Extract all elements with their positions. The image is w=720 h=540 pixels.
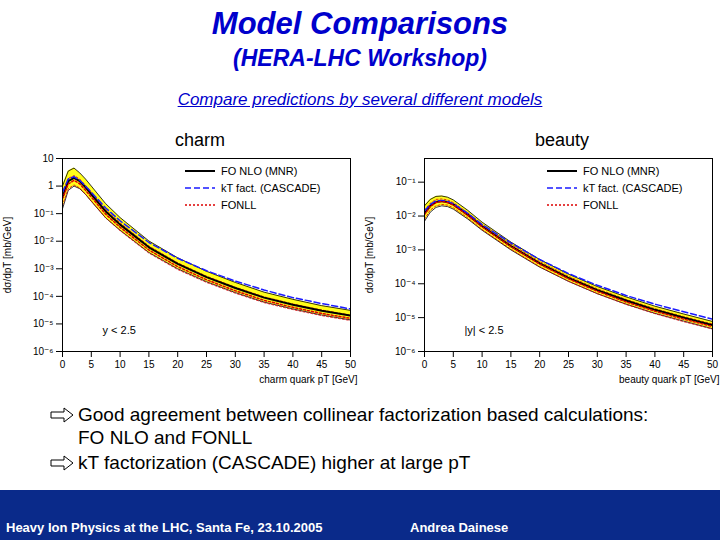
svg-text:25: 25 xyxy=(201,359,213,370)
svg-text:10⁻⁵: 10⁻⁵ xyxy=(395,312,416,323)
svg-text:15: 15 xyxy=(143,359,155,370)
svg-text:20: 20 xyxy=(534,359,546,370)
svg-text:10⁻⁶: 10⁻⁶ xyxy=(33,346,54,357)
svg-text:40: 40 xyxy=(649,359,661,370)
svg-text:50: 50 xyxy=(345,359,357,370)
svg-text:5: 5 xyxy=(451,359,457,370)
svg-text:10⁻⁴: 10⁻⁴ xyxy=(395,278,416,289)
html-text:FO NLO (MNR): FO NLO (MNR) xyxy=(221,164,298,177)
svg-text:45: 45 xyxy=(678,359,690,370)
svg-text:10⁻²: 10⁻² xyxy=(34,235,54,246)
svg-text:10⁻⁶: 10⁻⁶ xyxy=(395,346,416,357)
svg-text:charm quark pT [GeV]: charm quark pT [GeV] xyxy=(259,374,357,385)
svg-text:15: 15 xyxy=(505,359,517,370)
svg-text:10⁻²: 10⁻² xyxy=(396,210,416,221)
html-text:FONLL: FONLL xyxy=(583,198,619,211)
svg-text:45: 45 xyxy=(316,359,328,370)
svg-text:30: 30 xyxy=(592,359,604,370)
svg-text:0: 0 xyxy=(422,359,428,370)
svg-text:10: 10 xyxy=(115,359,127,370)
svg-text:10: 10 xyxy=(477,359,489,370)
html-text:Model Comparisons: Model Comparisons xyxy=(211,6,509,41)
html-text:kT fact. (CASCADE): kT fact. (CASCADE) xyxy=(221,181,321,194)
html-text:Andrea Dainese: Andrea Dainese xyxy=(410,520,509,535)
svg-text:10⁻⁵: 10⁻⁵ xyxy=(33,318,54,329)
svg-text:35: 35 xyxy=(259,359,271,370)
html-text:Heavy Ion Physics at the LHC,: Heavy Ion Physics at the LHC, Santa Fe, … xyxy=(6,520,323,535)
svg-text:50: 50 xyxy=(707,359,719,370)
html-text:kT factorization (CASCADE) hig: kT factorization (CASCADE) higher at lar… xyxy=(78,452,471,473)
svg-text:10⁻⁴: 10⁻⁴ xyxy=(33,291,54,302)
html-text:FONLL: FONLL xyxy=(221,198,257,211)
svg-text:|y| < 2.5: |y| < 2.5 xyxy=(465,324,504,336)
html-text:(HERA-LHC Workshop): (HERA-LHC Workshop) xyxy=(233,45,487,71)
svg-text:35: 35 xyxy=(621,359,633,370)
svg-text:10⁻³: 10⁻³ xyxy=(396,244,416,255)
svg-text:10: 10 xyxy=(42,153,54,164)
svg-text:beauty quark pT [GeV]: beauty quark pT [GeV] xyxy=(619,374,720,385)
svg-text:10⁻¹: 10⁻¹ xyxy=(396,176,416,187)
html-text:Compare predictions by several: Compare predictions by several different… xyxy=(177,90,543,109)
svg-text:dσ/dpT [mb/GeV]: dσ/dpT [mb/GeV] xyxy=(364,216,375,293)
svg-text:10⁻¹: 10⁻¹ xyxy=(34,208,54,219)
svg-text:y < 2.5: y < 2.5 xyxy=(103,324,136,336)
svg-text:0: 0 xyxy=(60,359,66,370)
svg-text:40: 40 xyxy=(287,359,299,370)
svg-text:5: 5 xyxy=(89,359,95,370)
html-text:FO NLO (MNR): FO NLO (MNR) xyxy=(583,164,660,177)
svg-text:25: 25 xyxy=(563,359,575,370)
html-text:kT fact. (CASCADE): kT fact. (CASCADE) xyxy=(583,181,683,194)
svg-text:dσ/dpT [mb/GeV]: dσ/dpT [mb/GeV] xyxy=(2,216,13,293)
svg-text:30: 30 xyxy=(230,359,242,370)
html-text:charm: charm xyxy=(175,130,225,150)
svg-text:1: 1 xyxy=(48,180,54,191)
svg-text:20: 20 xyxy=(172,359,184,370)
svg-text:10⁻³: 10⁻³ xyxy=(34,263,54,274)
html-text:beauty: beauty xyxy=(535,130,589,150)
html-text:Good agreement between colline: Good agreement between collinear factori… xyxy=(78,404,649,448)
